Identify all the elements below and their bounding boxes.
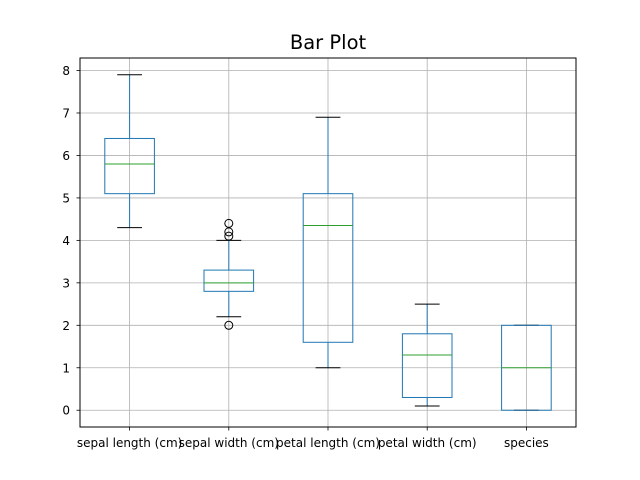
y-tick-label: 0 [62, 404, 70, 418]
x-tick-label: petal width (cm) [378, 436, 477, 450]
chart-title: Bar Plot [290, 31, 367, 54]
iqr-box [203, 269, 255, 292]
outlier-point [224, 218, 234, 228]
x-tick-label: species [504, 436, 549, 450]
y-tick-label: 3 [62, 276, 70, 290]
axis-layer: 0 1 2 3 4 5 6 7 8 sepal length (cm)sepal width (c… [62, 64, 548, 450]
x-tick-label: sepal length (cm) [77, 436, 182, 450]
iqr-box [104, 137, 155, 195]
iqr-box [401, 333, 453, 398]
y-tick-label: 5 [62, 191, 70, 205]
y-tick-label: 2 [62, 319, 70, 333]
x-tick-label: petal length (cm) [276, 436, 380, 450]
y-tick-label: 7 [62, 106, 70, 120]
x-tick-label: sepal width (cm) [179, 436, 279, 450]
outlier-point [224, 320, 234, 330]
y-tick-label: 4 [62, 234, 70, 248]
outlier-point [224, 231, 234, 241]
box-layer [104, 74, 552, 411]
y-tick-label: 6 [62, 149, 70, 163]
y-tick-label: 1 [62, 361, 70, 375]
iqr-box [302, 193, 354, 343]
y-tick-label: 8 [62, 64, 70, 78]
